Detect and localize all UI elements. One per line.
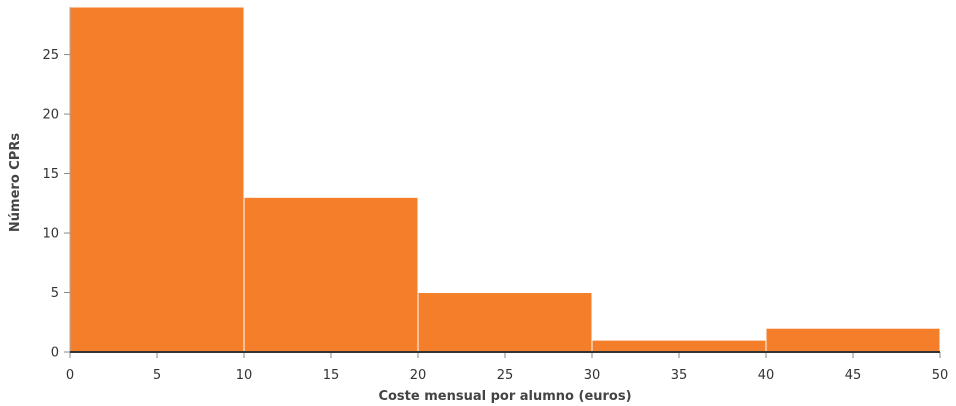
histogram-bar-20-30 bbox=[417, 292, 593, 353]
x-tick-label: 10 bbox=[236, 368, 253, 383]
histogram-bar-0-10 bbox=[69, 6, 245, 353]
bars-layer bbox=[69, 6, 941, 353]
x-tick-label: 20 bbox=[410, 368, 427, 383]
y-axis-title: Número CPRs bbox=[8, 133, 23, 232]
x-tick-label: 25 bbox=[497, 368, 514, 383]
x-tick-label: 30 bbox=[584, 368, 601, 383]
y-tick-label: 0 bbox=[51, 346, 59, 361]
y-tick-label: 20 bbox=[42, 108, 59, 123]
x-tick-label: 35 bbox=[671, 368, 688, 383]
y-tick-label: 10 bbox=[42, 227, 59, 242]
y-tick-label: 5 bbox=[51, 286, 59, 301]
histogram-bar-30-40 bbox=[591, 339, 767, 353]
x-axis: 0 5 10 15 20 25 30 35 40 45 50 bbox=[66, 351, 949, 383]
y-tick-label: 25 bbox=[42, 48, 59, 63]
histogram-bar-40-50 bbox=[765, 327, 941, 353]
x-tick-label: 45 bbox=[845, 368, 862, 383]
y-tick-label: 15 bbox=[42, 167, 59, 182]
x-tick-label: 15 bbox=[323, 368, 340, 383]
histogram-bar-10-20 bbox=[243, 196, 419, 353]
x-tick-label: 5 bbox=[153, 368, 161, 383]
x-tick-label: 40 bbox=[758, 368, 775, 383]
x-tick-label: 50 bbox=[932, 368, 949, 383]
x-tick-label: 0 bbox=[66, 368, 74, 383]
y-axis: 0 5 10 15 20 25 bbox=[42, 7, 71, 361]
x-axis-title: Coste mensual por alumno (euros) bbox=[378, 389, 631, 404]
